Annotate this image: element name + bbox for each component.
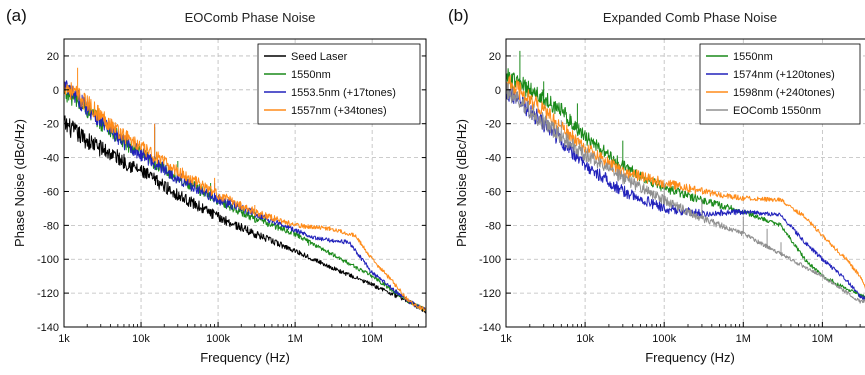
series-line-b-3 [506, 82, 865, 304]
y-tick-label: -20 [485, 119, 501, 131]
panel-a-frame [63, 38, 427, 328]
y-tick-label: 20 [489, 51, 501, 63]
y-tick-label: -80 [43, 220, 59, 232]
panel-b-legend: 1550nm 1574nm (+120tones) 1598nm (+240tone… [699, 43, 861, 125]
x-tick-label: 10k [132, 333, 150, 345]
panel-a-ylabel: Phase Noise (dBc/Hz) [12, 119, 27, 247]
x-tick-label: 1M [736, 333, 751, 345]
panel-a-plot-area [64, 67, 426, 314]
legend-entry: 1574nm (+120tones) [733, 69, 835, 81]
y-tick-label: -100 [37, 254, 59, 266]
y-tick-label: 0 [495, 85, 501, 97]
legend-entry: 1557nm (+34tones) [291, 105, 387, 117]
x-tick-label: 100k [206, 333, 230, 345]
y-tick-label: -80 [485, 220, 501, 232]
legend-entry: EOComb 1550nm [733, 105, 821, 117]
panel-a-title: EOComb Phase Noise [185, 10, 316, 25]
y-tick-label: -20 [43, 119, 59, 131]
y-tick-label: 20 [47, 51, 59, 63]
x-tick-label: 10M [361, 333, 382, 345]
panel-a-legend: Seed Laser 1550nm 1553.5nm (+17tones) 1557n… [257, 43, 421, 125]
panel-a-ticks: 1k 10k 100k 1M 10M -140 -120 -100 -80 -60 -40 -20 0 2… [37, 51, 427, 345]
legend-entry: Seed Laser [291, 51, 348, 63]
series-line-b-2 [506, 74, 865, 290]
x-tick-label: 1k [500, 333, 512, 345]
y-tick-label: -120 [37, 288, 59, 300]
legend-entry: 1598nm (+240tones) [733, 87, 835, 99]
y-tick-label: -100 [479, 254, 501, 266]
series-line-a-0 [64, 115, 426, 314]
panel-b-label: (b) [448, 6, 469, 25]
panel-b-ylabel: Phase Noise (dBc/Hz) [454, 119, 469, 247]
panel-a-label: (a) [6, 6, 27, 25]
legend-entry: 1550nm [733, 51, 773, 63]
series-line-a-3 [64, 67, 426, 312]
panel-b-ticks: 1k 10k 100k 1M 10M -140 -120 -100 -80 -60 -40 -20 0 2… [479, 51, 861, 345]
x-tick-label: 10M [812, 333, 833, 345]
legend-entry: 1550nm [291, 69, 331, 81]
y-tick-label: -40 [43, 153, 59, 165]
panel-a: (a) EOComb Phase Noise 1k 10k 100k 1M 10M -14… [6, 6, 427, 365]
x-tick-label: 1M [287, 333, 302, 345]
panel-b-xlabel: Frequency (Hz) [645, 350, 735, 365]
x-tick-label: 10k [576, 333, 594, 345]
panel-a-xlabel: Frequency (Hz) [200, 350, 290, 365]
y-tick-label: -60 [43, 186, 59, 198]
panel-b-plot-area [506, 50, 865, 304]
y-tick-label: -40 [485, 153, 501, 165]
x-tick-label: 100k [652, 333, 676, 345]
y-tick-label: -120 [479, 288, 501, 300]
y-tick-label: -60 [485, 186, 501, 198]
panel-b: (b) Expanded Comb Phase Noise 1k 10k 100k 1… [448, 6, 865, 365]
y-tick-label: -140 [479, 322, 501, 334]
y-tick-label: 0 [53, 85, 59, 97]
panel-b-title: Expanded Comb Phase Noise [603, 10, 777, 25]
y-tick-label: -140 [37, 322, 59, 334]
x-tick-label: 1k [58, 333, 70, 345]
legend-entry: 1553.5nm (+17tones) [291, 87, 396, 99]
